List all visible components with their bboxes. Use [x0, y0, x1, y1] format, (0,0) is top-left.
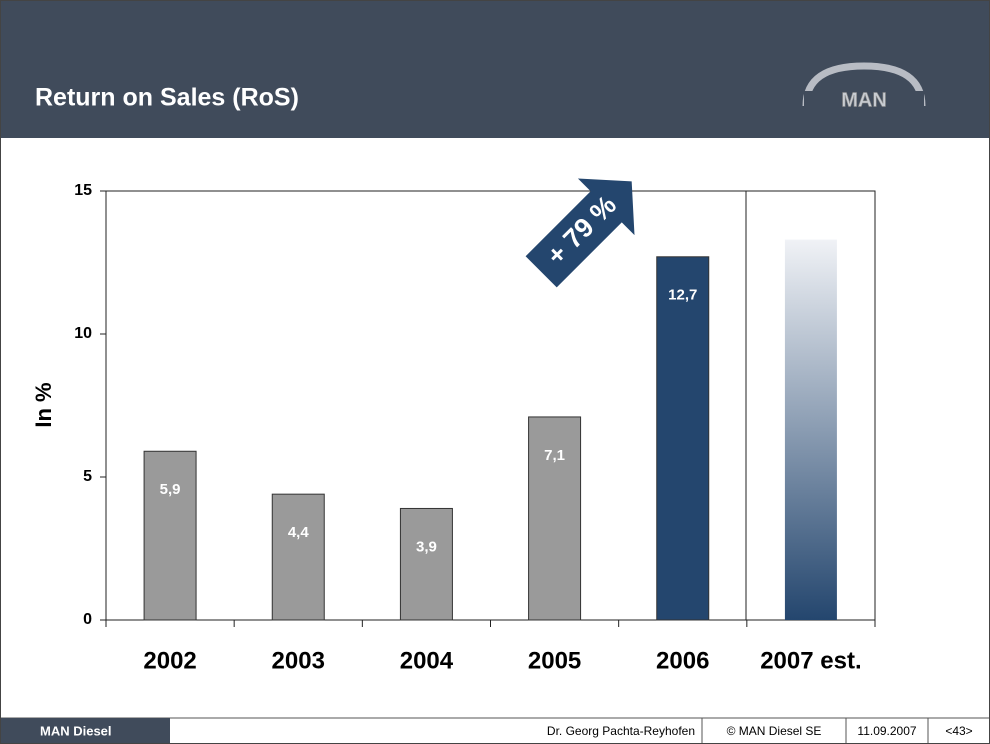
bar [528, 416, 582, 621]
footer-author: Dr. Georg Pachta-Reyhofen [547, 724, 695, 738]
footer-copyright: © MAN Diesel SE [727, 724, 822, 738]
logo-bg [804, 91, 924, 109]
bar [143, 450, 197, 621]
value-label: 3,9 [416, 538, 437, 555]
footer-page: <43> [945, 724, 972, 738]
x-tick-label: 2003 [272, 647, 325, 674]
value-label: 12,7 [668, 287, 697, 304]
plot: 0 5 10 15 5,9 2002 4,4 2003 3,9 2004 7,1 2005 12,7 20… [74, 182, 876, 674]
x-tick-label: 2006 [656, 647, 709, 674]
value-label: 5,9 [160, 481, 181, 498]
logo: MAN [802, 62, 926, 112]
bar [271, 493, 325, 621]
bar [656, 256, 710, 621]
slide-title: Return on Sales (RoS) [35, 84, 299, 112]
footer-brand: MAN Diesel [40, 723, 112, 738]
footer-brand-box [0, 718, 170, 744]
y-tick-label: 0 [83, 611, 92, 628]
y-axis-label: In % [31, 382, 56, 427]
y-tick-label: 10 [74, 325, 92, 342]
x-tick-label: 2002 [143, 647, 196, 674]
x-tick-label: 2005 [528, 647, 581, 674]
logo-arch [802, 62, 926, 107]
footer-date: 11.09.2007 [857, 724, 916, 738]
bar [784, 239, 837, 620]
logo-text: MAN [841, 89, 887, 111]
y-tick-label: 5 [83, 468, 92, 485]
arrow-shape [525, 178, 635, 288]
footer: MAN Diesel Dr. Georg Pachta-Reyhofen © M… [0, 717, 990, 744]
y-tick-label: 15 [74, 182, 92, 199]
value-label: 7,1 [544, 447, 565, 464]
header-band [0, 0, 990, 138]
x-tick-label: 2007 est. [760, 647, 861, 674]
x-tick-label: 2004 [400, 647, 454, 674]
value-label: 4,4 [288, 524, 310, 541]
bar [399, 507, 453, 621]
